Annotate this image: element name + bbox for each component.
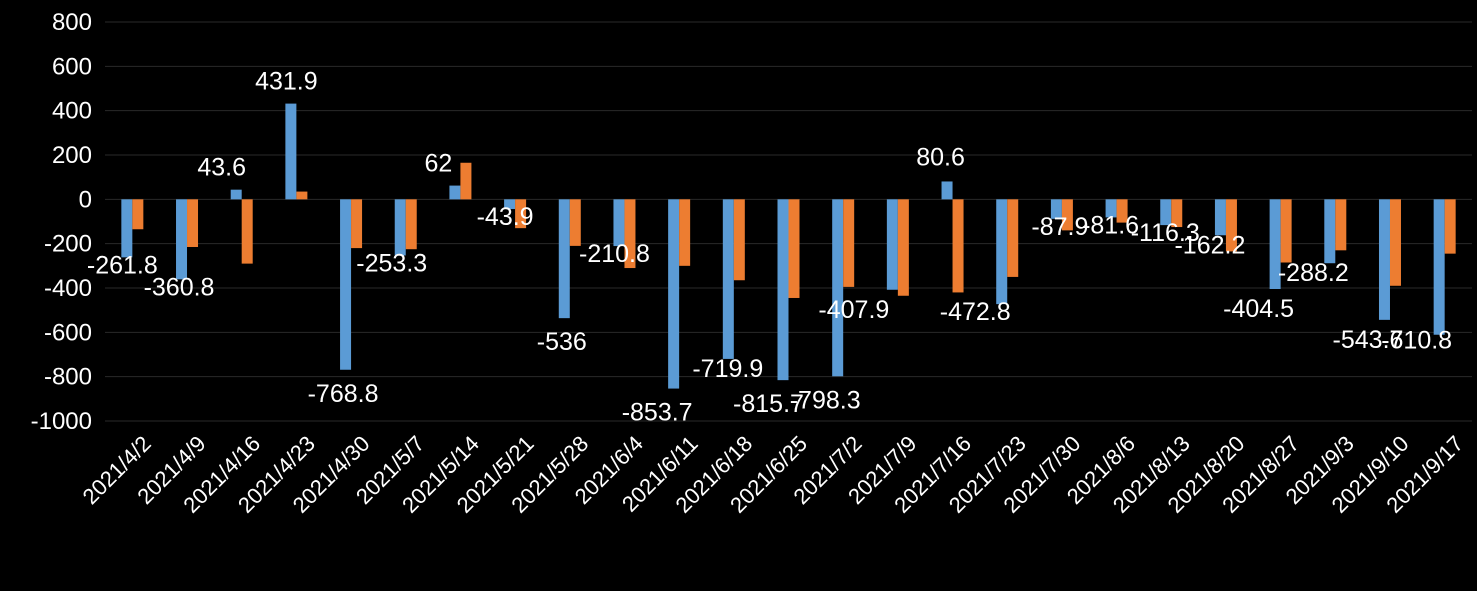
- x-axis-ticks: 2021/4/22021/4/92021/4/162021/4/232021/4…: [78, 431, 1469, 518]
- data-label: -472.8: [940, 298, 1011, 326]
- data-label: -261.8: [87, 251, 158, 279]
- bar-series1: [121, 199, 133, 258]
- bar-series2: [132, 199, 144, 230]
- bar-series2: [1171, 199, 1183, 228]
- bar-series2: [187, 199, 199, 247]
- bar-series2: [624, 199, 636, 269]
- bar-series1: [176, 199, 188, 280]
- data-label: -253.3: [356, 249, 427, 277]
- data-label: -81.6: [1082, 211, 1139, 239]
- y-axis-ticks: 800 600 400 200 0 -200 -400 -600 -800 -1000: [31, 9, 92, 435]
- bar-series2: [1007, 199, 1019, 277]
- bar-series1: [941, 181, 953, 200]
- data-label: -407.9: [818, 296, 889, 324]
- data-label: -610.8: [1381, 327, 1452, 355]
- bar-series2: [405, 199, 417, 250]
- bar-series1: [340, 199, 352, 370]
- bar-series1: [1378, 199, 1390, 320]
- bar-series1: [1160, 199, 1172, 226]
- bar-series2: [843, 199, 855, 287]
- bar-series1: [449, 185, 461, 200]
- bar-series2: [1280, 199, 1292, 263]
- bar-series2: [241, 199, 253, 264]
- bar-series1: [1433, 199, 1445, 335]
- data-label: 431.9: [255, 68, 318, 96]
- data-label: -116.3: [1131, 219, 1200, 247]
- bar-series2: [515, 199, 527, 229]
- bar-series2: [788, 199, 800, 298]
- y-tick-label: -200: [44, 231, 92, 258]
- bar-series1: [504, 199, 516, 210]
- bar-series2: [1335, 199, 1347, 251]
- y-tick-label: -400: [44, 275, 92, 302]
- bar-series1: [668, 199, 680, 389]
- data-label: -87.9: [1031, 213, 1088, 241]
- bars: [121, 103, 1456, 389]
- data-label: -288.2: [1278, 259, 1349, 287]
- bar-series1: [613, 199, 625, 247]
- bar-series2: [1061, 199, 1073, 231]
- data-label: -210.8: [579, 240, 650, 268]
- data-label: -798.3: [790, 386, 861, 414]
- bar-series1: [722, 199, 734, 359]
- bar-series1: [1050, 199, 1062, 219]
- data-label: -815.7: [733, 390, 804, 418]
- bar-series1: [558, 199, 570, 319]
- data-label: -360.8: [144, 273, 215, 301]
- data-labels: -261.8-360.8 43.6 431.9 -768.8 -253.3 62 -43.9…: [87, 68, 1452, 427]
- bar-series1: [285, 103, 297, 200]
- bar-series2: [351, 199, 363, 249]
- data-label: -404.5: [1223, 295, 1294, 323]
- bar-series2: [1444, 199, 1456, 254]
- bar-series1: [777, 199, 789, 381]
- data-label: 80.6: [916, 143, 965, 171]
- bar-series2: [1225, 199, 1237, 252]
- bar-series1: [886, 199, 898, 290]
- bar-series2: [897, 199, 909, 296]
- bar-series2: [1389, 199, 1401, 286]
- bar-series2: [733, 199, 745, 281]
- bar-series2: [569, 199, 581, 246]
- bar-series2: [296, 191, 308, 200]
- data-label: -162.2: [1174, 231, 1245, 259]
- data-label: 62: [425, 150, 453, 178]
- data-label: 43.6: [197, 154, 246, 182]
- bar-series2: [952, 199, 964, 293]
- y-tick-label: 600: [52, 53, 92, 80]
- bar-series1: [1269, 199, 1281, 289]
- data-label: -768.8: [308, 380, 379, 408]
- data-label: -536: [537, 328, 587, 356]
- data-label: -43.9: [477, 203, 534, 231]
- y-tick-label: 0: [79, 186, 92, 213]
- bar-series2: [1116, 199, 1128, 223]
- data-label: -853.7: [622, 399, 693, 427]
- y-tick-label: 200: [52, 142, 92, 169]
- data-label: -719.9: [692, 355, 763, 383]
- y-tick-label: -600: [44, 319, 92, 346]
- bar-series1: [1214, 199, 1226, 236]
- bar-series2: [679, 199, 691, 266]
- bar-series1: [996, 199, 1008, 305]
- y-tick-label: -1000: [31, 408, 92, 435]
- bar-series1: [230, 189, 242, 200]
- bar-series1: [394, 199, 406, 256]
- bar-series2: [460, 162, 472, 200]
- bar-series1: [1105, 199, 1117, 218]
- y-tick-label: 800: [52, 9, 92, 36]
- y-tick-label: -800: [44, 364, 92, 391]
- data-label: -543.7: [1333, 326, 1404, 354]
- bar-series1: [832, 199, 844, 377]
- y-tick-label: 400: [52, 98, 92, 125]
- bar-series1: [1324, 199, 1336, 264]
